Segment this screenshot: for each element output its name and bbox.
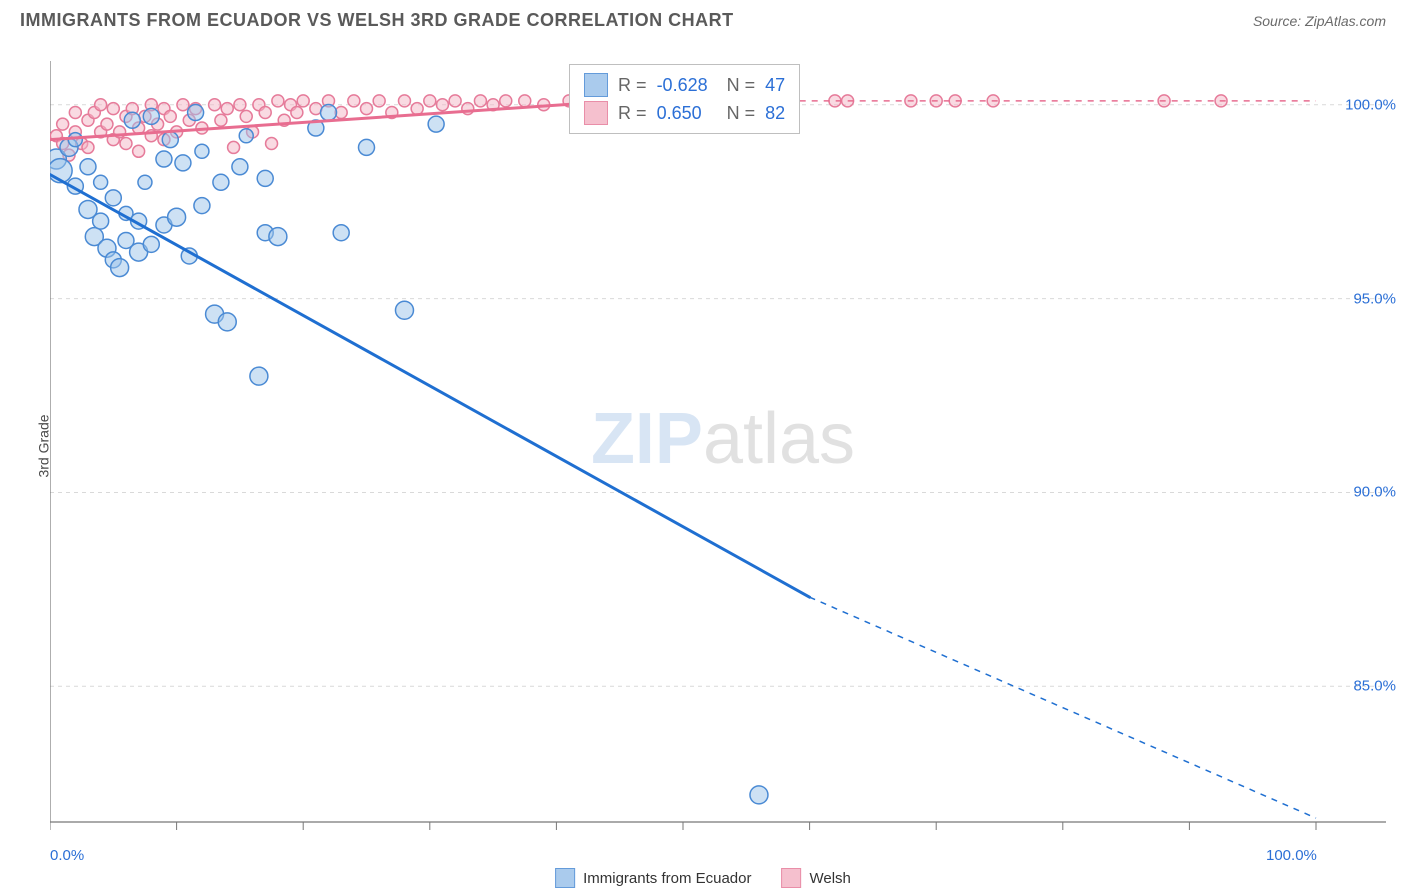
source-label: Source: ZipAtlas.com (1253, 13, 1386, 29)
legend-r-value: -0.628 (657, 71, 717, 99)
series-legend: Immigrants from Ecuador Welsh (555, 868, 851, 888)
y-tick-label: 100.0% (1345, 96, 1396, 113)
bottom-legend-swatch (555, 868, 575, 888)
y-tick-label: 90.0% (1353, 484, 1396, 501)
header-bar: IMMIGRANTS FROM ECUADOR VS WELSH 3RD GRA… (0, 0, 1406, 31)
legend-swatch (584, 101, 608, 125)
correlation-legend: R = -0.628 N = 47 R = 0.650 N = 82 (569, 64, 800, 134)
legend-row-ecuador: R = -0.628 N = 47 (584, 71, 785, 99)
legend-r-label: R = (618, 71, 647, 99)
bottom-legend-swatch (781, 868, 801, 888)
bottom-legend-label: Immigrants from Ecuador (583, 870, 751, 887)
bottom-legend-item: Immigrants from Ecuador (555, 868, 751, 888)
chart-title: IMMIGRANTS FROM ECUADOR VS WELSH 3RD GRA… (20, 10, 734, 31)
y-tick-label: 85.0% (1353, 678, 1396, 695)
x-tick-start: 0.0% (50, 847, 84, 864)
legend-r-label: R = (618, 99, 647, 127)
bottom-legend-item: Welsh (781, 868, 850, 888)
legend-n-value: 47 (765, 71, 785, 99)
legend-n-label: N = (727, 99, 756, 127)
legend-row-welsh: R = 0.650 N = 82 (584, 99, 785, 127)
scatter-chart (50, 48, 1396, 862)
legend-n-label: N = (727, 71, 756, 99)
legend-r-value: 0.650 (657, 99, 717, 127)
bottom-legend-label: Welsh (809, 870, 850, 887)
chart-area: ZIPatlas R =-0.628N =47R =0.650N =82 85.… (50, 48, 1396, 862)
y-tick-label: 95.0% (1353, 290, 1396, 307)
x-tick-end: 100.0% (1266, 847, 1317, 864)
legend-n-value: 82 (765, 99, 785, 127)
legend-swatch (584, 73, 608, 97)
